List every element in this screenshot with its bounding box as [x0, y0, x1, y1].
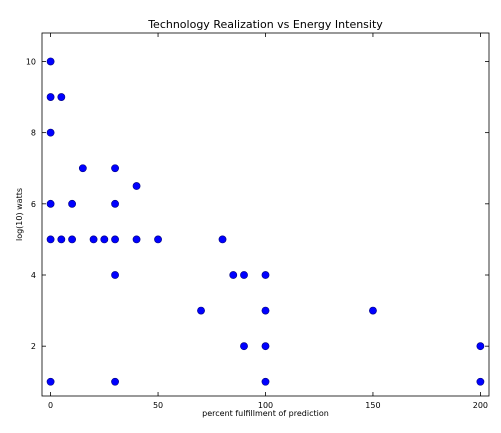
- y-axis-label: log(10) watts: [15, 188, 24, 241]
- data-point: [218, 235, 227, 244]
- y-tick-label: 10: [26, 57, 36, 66]
- data-point: [229, 271, 238, 279]
- data-point: [261, 342, 270, 351]
- data-point: [46, 199, 55, 208]
- data-point: [57, 235, 66, 244]
- data-point: [261, 377, 270, 386]
- data-point: [240, 271, 248, 279]
- y-tick-label: 8: [31, 129, 36, 138]
- plot-area: [41, 32, 490, 397]
- data-point: [111, 199, 119, 208]
- data-point: [132, 182, 141, 190]
- x-tick-label: 150: [365, 401, 380, 410]
- data-point: [240, 342, 248, 351]
- axis-ticks: 0 50 100 150 200 2 4 6 8 10: [26, 33, 489, 410]
- data-point: [46, 93, 55, 101]
- data-point: [197, 306, 205, 315]
- data-point: [46, 235, 55, 244]
- x-tick-label: 200: [473, 401, 488, 410]
- data-point: [111, 271, 119, 279]
- data-point: [57, 93, 66, 101]
- data-point: [261, 271, 270, 279]
- data-points: [46, 57, 485, 386]
- data-point: [476, 342, 485, 351]
- data-point: [132, 235, 141, 244]
- data-point: [78, 164, 87, 173]
- y-tick-label: 4: [31, 271, 36, 280]
- data-point: [89, 235, 98, 244]
- data-point: [111, 235, 119, 244]
- data-point: [46, 57, 55, 66]
- x-tick-label: 100: [258, 401, 273, 410]
- data-point: [46, 377, 55, 386]
- y-tick-label: 6: [31, 200, 36, 209]
- data-point: [100, 235, 109, 244]
- data-point: [369, 306, 377, 315]
- data-point: [68, 199, 76, 208]
- data-point: [154, 235, 162, 244]
- x-tick-label: 50: [153, 401, 163, 410]
- chart-title: Technology Realization vs Energy Intensi…: [147, 18, 383, 31]
- data-point: [111, 164, 119, 173]
- data-point: [68, 235, 76, 244]
- data-point: [111, 377, 119, 386]
- data-point: [476, 377, 485, 386]
- data-point: [46, 128, 55, 137]
- x-tick-label: 0: [48, 401, 53, 410]
- x-axis-label: percent fulfillment of prediction: [202, 409, 329, 418]
- data-point: [261, 306, 270, 315]
- y-tick-label: 2: [31, 342, 36, 351]
